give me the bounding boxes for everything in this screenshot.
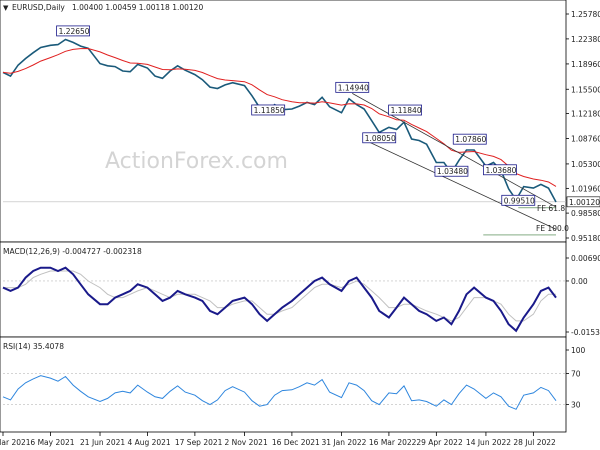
price-y-tick-label: 0.95180 [571,234,600,243]
channel-lower-line [364,139,557,230]
price-y-tick-label: 1.01960 [571,184,600,193]
ema-line [2,47,557,187]
price-y-tick-label: 1.08760 [571,135,600,144]
x-tick-label: 31 Jan 2022 [321,438,366,447]
annotation-box [56,25,90,37]
fe-100-label: FE 100.0 [536,224,569,233]
rsi-header: RSI(14) 35.4078 [3,342,64,351]
x-tick-label: 4 Aug 2021 [127,438,170,447]
annotation-box [362,132,397,144]
macd-line [2,266,557,333]
annotation-box [501,194,536,206]
macd-header: MACD(12,26,9) -0.004727 -0.002318 [3,247,142,256]
price-y-tick-label: 1.25780 [571,10,600,19]
annotation-box [434,165,469,177]
x-tick-label: 21 Jun 2021 [80,438,125,447]
price-header-symbol: EURUSD,Daily [12,3,65,12]
signal-line [3,270,556,322]
watermark: ActionForex.com [105,149,288,174]
rsi-y-tick-label: 30 [571,401,581,410]
current-price-box [566,196,600,208]
annotation-box [335,81,370,93]
dynamic-layer: 1.25780 1.22380 1.18960 1.15500 1.12180 1.087… [0,10,600,447]
x-tick-label: 16 Dec 2021 [272,438,320,447]
price-y-tick-label: 1.18960 [571,60,600,69]
x-tick-label: 16 Mar 2022 [369,438,417,447]
annotation-label: 1.03480 [437,167,468,176]
annotation-label: 0.99510 [504,196,535,205]
rsi-line [2,375,557,410]
x-tick-label: 28 Jul 2022 [513,438,556,447]
annotation-label: 1.14940 [338,83,369,92]
x-tick-label: 6 May 2021 [30,438,74,447]
price-y-tick-label: 1.12180 [571,110,600,119]
macd-y-tick-label: 0.006906 [571,254,600,263]
price-y-tick-label: 1.22380 [571,35,600,44]
channel-upper-line [352,93,557,208]
annotation-label: 1.22650 [59,27,90,36]
rsi-y-tick-label: 70 [571,369,581,378]
annotation-label: 1.11840 [391,106,422,115]
annotation-label: 1.11850 [254,106,285,115]
rsi-panel-frame [0,336,567,433]
x-tick-label: 17 Sep 2021 [175,438,223,447]
annotation-label: 1.08050 [365,134,396,143]
annotation-box [251,104,286,116]
x-tick-label: 29 Apr 2022 [416,438,463,447]
x-tick-label: 2 Nov 2021 [224,438,267,447]
x-tick-label: 23 Mar 2021 [0,438,31,447]
current-price-label: 1.00120 [569,198,600,207]
fe-61-8-label: FE 61.8 [537,204,565,213]
price-y-tick-label: 1.05300 [571,160,600,169]
macd-y-tick-label: -0.015348 [571,328,600,337]
annotation-box [388,104,422,116]
price-header-ohlc: 1.00400 1.00459 1.00118 1.00120 [72,3,203,12]
annotation-box [483,164,517,176]
price-y-tick-label: 1.15500 [571,85,600,94]
macd-y-tick-label: 0.00 [571,277,588,286]
annotation-label: 1.03680 [485,166,516,175]
rsi-y-tick-label: 100 [571,346,586,355]
price-y-tick-label: 0.98580 [571,209,600,218]
annotation-label: 1.07860 [455,135,486,144]
x-tick-label: 14 Jun 2022 [466,438,511,447]
dropdown-triangle-icon[interactable]: ▼ [3,4,9,12]
annotation-box [452,133,487,145]
